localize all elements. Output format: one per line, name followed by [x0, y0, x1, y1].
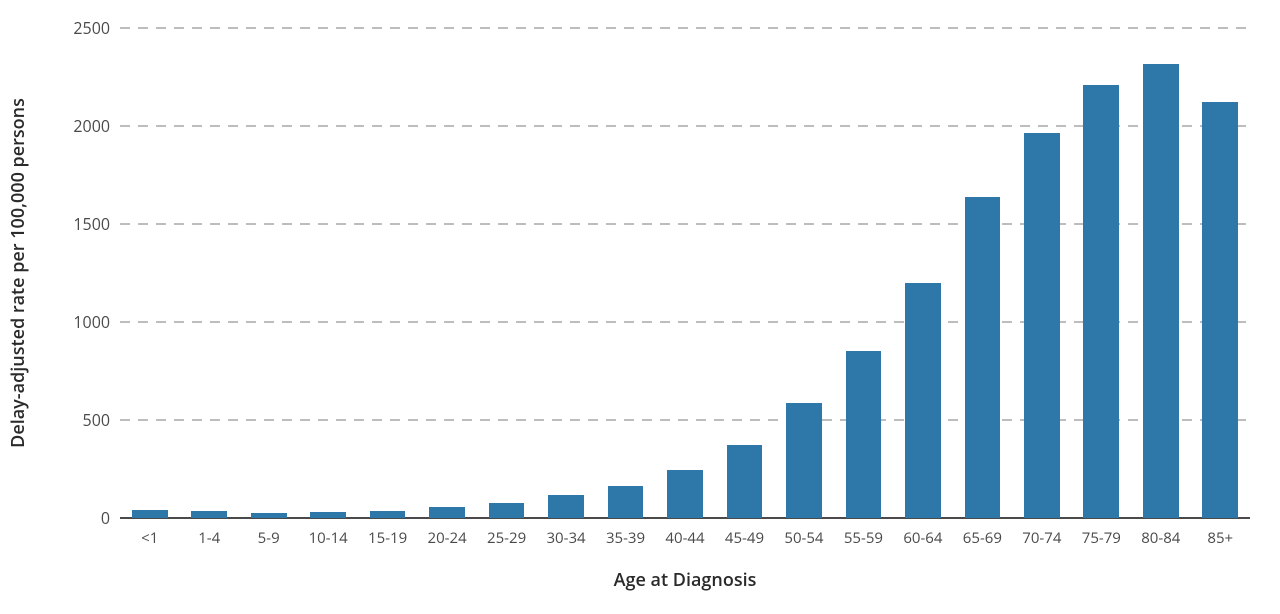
x-tick-label: 10-14 [309, 518, 348, 548]
x-tick-label: 25-29 [487, 518, 526, 548]
y-tick-label: 0 [101, 507, 120, 529]
bar [965, 197, 1001, 518]
y-tick-label: 2000 [73, 115, 120, 137]
bar [132, 510, 168, 518]
bar [727, 445, 763, 518]
x-tick-label: 15-19 [368, 518, 407, 548]
bar [846, 351, 882, 518]
x-tick-label: 55-59 [844, 518, 883, 548]
x-tick-label: 30-34 [546, 518, 585, 548]
x-tick-label: 75-79 [1082, 518, 1121, 548]
x-tick-label: 5-9 [258, 518, 280, 548]
x-tick-label: 40-44 [665, 518, 704, 548]
bar [1024, 133, 1060, 518]
bar [429, 507, 465, 518]
x-tick-label: 50-54 [784, 518, 823, 548]
bar [608, 486, 644, 518]
x-tick-label: 80-84 [1141, 518, 1180, 548]
x-tick-label: 60-64 [903, 518, 942, 548]
grid-line [120, 27, 1250, 29]
bar [370, 511, 406, 518]
bar [1083, 85, 1119, 518]
grid-line [120, 223, 1250, 225]
plot-area: 05001000150020002500<11-45-910-1415-1920… [120, 28, 1250, 518]
y-tick-label: 500 [83, 409, 120, 431]
bar [191, 511, 227, 518]
bar [489, 503, 525, 518]
bar [1202, 102, 1238, 518]
x-tick-label: 35-39 [606, 518, 645, 548]
x-tick-label: 65-69 [963, 518, 1002, 548]
grid-line [120, 321, 1250, 323]
y-tick-label: 1500 [73, 213, 120, 235]
x-tick-label: 20-24 [428, 518, 467, 548]
x-tick-label: 70-74 [1022, 518, 1061, 548]
bar [1143, 64, 1179, 518]
y-tick-label: 2500 [73, 17, 120, 39]
bar [548, 495, 584, 518]
grid-line [120, 125, 1250, 127]
y-axis-title: Delay-adjusted rate per 100,000 persons [6, 98, 30, 448]
bar-chart: Delay-adjusted rate per 100,000 persons … [0, 0, 1280, 614]
bar [786, 403, 822, 518]
x-tick-label: 1-4 [198, 518, 220, 548]
bar [667, 470, 703, 518]
y-tick-label: 1000 [73, 311, 120, 333]
x-axis-title: Age at Diagnosis [614, 568, 757, 592]
x-tick-label: <1 [141, 518, 158, 548]
grid-line [120, 419, 1250, 421]
x-tick-label: 45-49 [725, 518, 764, 548]
bar [905, 283, 941, 518]
x-tick-label: 85+ [1207, 518, 1233, 548]
